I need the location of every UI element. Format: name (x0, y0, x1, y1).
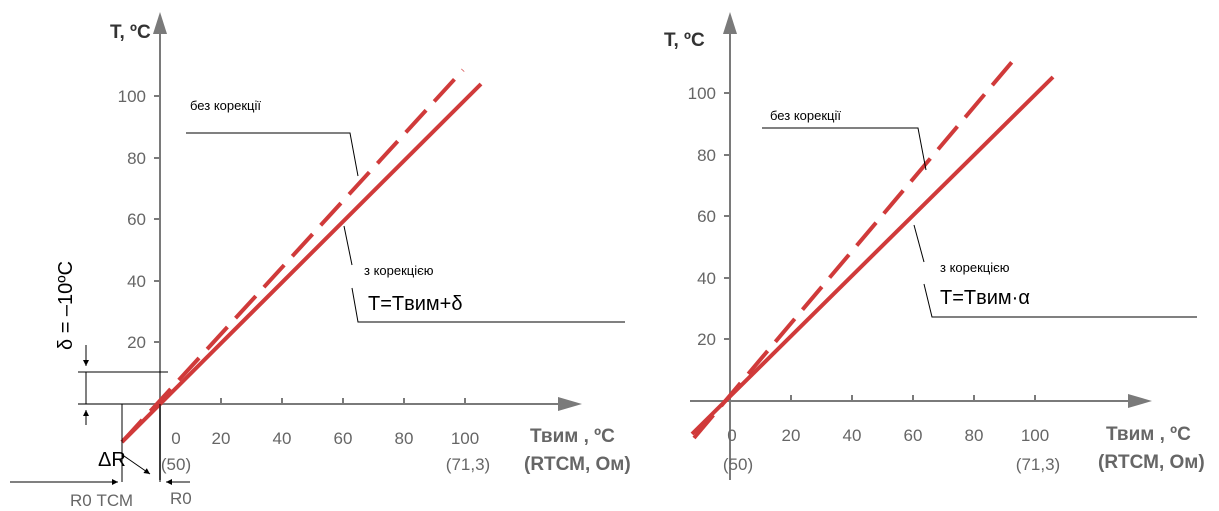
r0-label: R0 (170, 489, 192, 508)
left-x-axis-arrow (558, 397, 582, 411)
leader-line (913, 224, 925, 263)
right-chart: 20 40 60 80 100 0 20 40 60 80 100 (50) (… (664, 12, 1205, 480)
x-tick-label: 100 (451, 429, 479, 448)
right-x-axis-title: Твим , ºC (1106, 424, 1191, 445)
right-y-axis-title: T, ºC (664, 30, 705, 51)
x-tick-label: 80 (395, 429, 414, 448)
x-tick-label: 40 (843, 426, 862, 445)
x-tick-label: 100 (1021, 426, 1049, 445)
right-y-axis-arrow (723, 12, 737, 34)
right-x-ticks: 0 20 40 60 80 100 (50) (71,3) (723, 395, 1060, 474)
y-tick-label: 40 (697, 269, 716, 288)
left-x-ticks: 0 20 40 60 80 100 (50) (71,3) (161, 398, 490, 474)
left-x-axis-title: Твим , ºC (530, 426, 615, 447)
x-tick-label: 0 (727, 426, 736, 445)
left-y-axis-arrow (153, 12, 167, 34)
y-tick-label: 60 (697, 207, 716, 226)
x-tick-label: 60 (334, 429, 353, 448)
left-chart: 20 40 60 80 100 0 20 40 60 80 100 (50) (… (10, 12, 631, 510)
leader-line (351, 287, 625, 323)
leader-line (343, 225, 353, 266)
y-tick-label: 80 (697, 146, 716, 165)
delta-r-label: ΔR (98, 449, 126, 471)
right-line-uncorrected (692, 54, 1019, 440)
x-tick-alt-label: (50) (161, 455, 191, 474)
note-with-correction: з корекцією (364, 263, 434, 278)
y-tick-label: 20 (697, 330, 716, 349)
x-tick-alt-label: (71,3) (1016, 455, 1060, 474)
left-line-corrected (120, 82, 483, 444)
left-line-uncorrected (120, 68, 465, 444)
delta-r-arrow (123, 455, 151, 475)
note-with-correction: з корекцією (940, 260, 1010, 275)
right-x-axis-arrow (1128, 394, 1152, 408)
y-tick-label: 40 (127, 272, 146, 291)
right-x-axis-title-2: (RТСМ, Ом) (1098, 452, 1205, 473)
x-tick-alt-label: (71,3) (446, 455, 490, 474)
x-tick-label: 80 (965, 426, 984, 445)
x-tick-label: 20 (782, 426, 801, 445)
note-without-correction: без корекції (770, 108, 841, 123)
delta-label: δ = –10ºC (55, 261, 77, 350)
left-y-axis-title: T, ºC (110, 22, 151, 43)
equation-scale: T=Tвим·α (940, 287, 1030, 309)
leader-line (762, 127, 927, 171)
left-x-axis-title-2: (RТСМ, Ом) (524, 454, 631, 475)
x-tick-label: 40 (273, 429, 292, 448)
y-tick-label: 60 (127, 210, 146, 229)
y-tick-label: 100 (118, 87, 146, 106)
y-tick-label: 80 (127, 149, 146, 168)
y-tick-label: 20 (127, 333, 146, 352)
x-tick-alt-label: (50) (723, 455, 753, 474)
equation-offset: T=Tвим+δ (368, 293, 462, 315)
right-line-corrected (690, 75, 1055, 436)
right-y-ticks: 20 40 60 80 100 (688, 84, 730, 349)
x-tick-label: 20 (212, 429, 231, 448)
x-tick-label: 0 (171, 429, 180, 448)
leader-line (923, 283, 1197, 318)
x-tick-label: 60 (904, 426, 923, 445)
note-without-correction: без корекції (190, 98, 261, 113)
r0-tcm-label: R0 ТСМ (70, 491, 133, 510)
left-y-ticks: 20 40 60 80 100 (118, 87, 160, 352)
y-tick-label: 100 (688, 84, 716, 103)
leader-line (186, 132, 359, 177)
